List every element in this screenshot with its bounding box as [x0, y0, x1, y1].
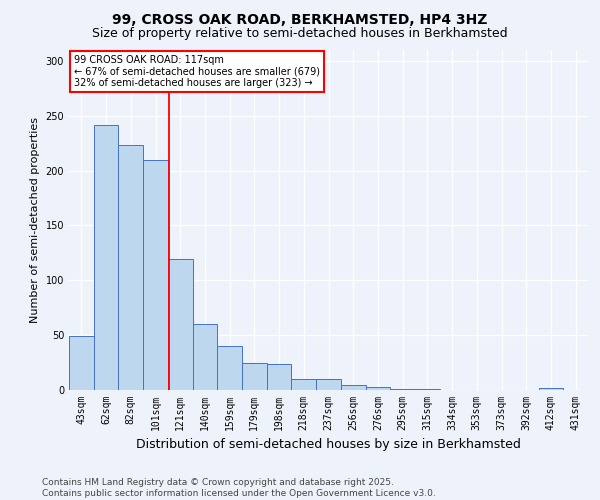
Text: Size of property relative to semi-detached houses in Berkhamsted: Size of property relative to semi-detach… — [92, 28, 508, 40]
Bar — [118, 146, 143, 390]
Bar — [316, 379, 341, 390]
Text: 99 CROSS OAK ROAD: 117sqm
← 67% of semi-detached houses are smaller (679)
32% of: 99 CROSS OAK ROAD: 117sqm ← 67% of semi-… — [74, 55, 320, 88]
Bar — [365, 386, 390, 390]
Bar — [168, 260, 193, 390]
Y-axis label: Number of semi-detached properties: Number of semi-detached properties — [30, 117, 40, 323]
Bar — [292, 379, 316, 390]
Bar — [143, 160, 168, 390]
Bar — [193, 324, 217, 390]
Text: Contains HM Land Registry data © Crown copyright and database right 2025.
Contai: Contains HM Land Registry data © Crown c… — [42, 478, 436, 498]
Bar — [242, 362, 267, 390]
Bar — [267, 364, 292, 390]
Bar — [341, 384, 365, 390]
Bar — [539, 388, 563, 390]
Bar — [415, 389, 440, 390]
Text: 99, CROSS OAK ROAD, BERKHAMSTED, HP4 3HZ: 99, CROSS OAK ROAD, BERKHAMSTED, HP4 3HZ — [112, 12, 488, 26]
Bar — [217, 346, 242, 390]
Bar — [94, 124, 118, 390]
Bar — [390, 389, 415, 390]
Bar — [69, 336, 94, 390]
X-axis label: Distribution of semi-detached houses by size in Berkhamsted: Distribution of semi-detached houses by … — [136, 438, 521, 452]
